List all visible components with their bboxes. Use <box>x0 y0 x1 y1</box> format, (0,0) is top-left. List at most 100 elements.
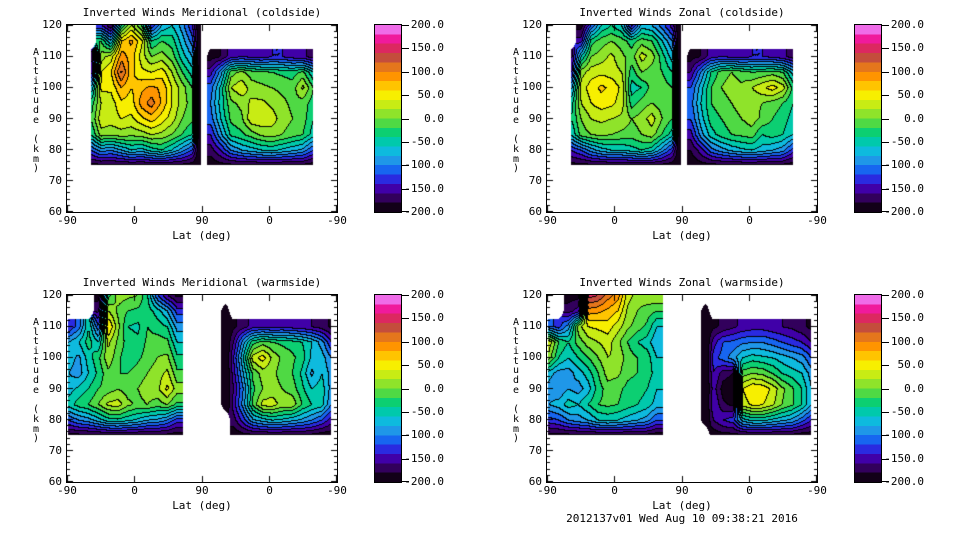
colorbar-tick-label: 100.0 <box>890 64 924 78</box>
colorbar-tick-label: 150.0 <box>410 41 444 55</box>
y-axis-label-char: t <box>32 85 40 97</box>
y-axis-label-char: e <box>32 384 40 396</box>
colorbar-tick-label: -50.0 <box>410 134 444 148</box>
x-tick-label: 0 <box>746 484 753 497</box>
y-axis-label-char: i <box>512 346 520 358</box>
y-tick-label: 60 <box>528 205 542 218</box>
x-tick-label: 0 <box>266 484 273 497</box>
y-axis-label-char: d <box>32 375 40 387</box>
colorbar <box>374 24 402 213</box>
y-tick-label: 120 <box>42 288 62 301</box>
y-axis-label-char: ) <box>512 163 520 175</box>
y-axis-label-char: e <box>32 114 40 126</box>
y-axis-label-char: ) <box>512 433 520 445</box>
contour-canvas <box>67 25 337 212</box>
colorbar-tick <box>882 459 889 460</box>
y-tick-label: 70 <box>528 443 542 457</box>
panel-title: Inverted Winds Zonal (coldside) <box>579 6 785 19</box>
colorbar-tick-label: -50.0 <box>890 134 924 148</box>
colorbar-tick <box>402 119 409 120</box>
colorbar-tick <box>402 211 409 212</box>
x-tick-label: 0 <box>131 484 138 497</box>
y-axis-label-char: A <box>32 317 40 328</box>
y-axis-label-char: A <box>32 47 40 58</box>
colorbar-tick-label: -100.0 <box>404 428 444 442</box>
y-axis-label-char: d <box>32 105 40 117</box>
y-axis-label-char: ) <box>32 163 40 175</box>
y-axis-label-char: A <box>512 317 520 328</box>
x-axis-label: Lat (deg) <box>172 229 232 242</box>
panel-title: Inverted Winds Meridional (coldside) <box>82 6 322 19</box>
y-axis-label-char: k <box>512 143 520 155</box>
y-axis-label-char: ( <box>512 404 520 416</box>
colorbar-tick <box>402 189 409 190</box>
y-tick-label: 60 <box>528 475 542 488</box>
x-tick-label: -90 <box>57 214 77 227</box>
y-tick-label: 80 <box>528 142 542 156</box>
x-tick-label: 90 <box>195 214 209 227</box>
x-tick-label: -90 <box>537 214 557 227</box>
y-axis-label-char: u <box>32 365 40 377</box>
contour-canvas <box>67 295 337 482</box>
y-tick-label: 100 <box>42 350 62 364</box>
colorbar <box>374 294 402 483</box>
contour-plot-area <box>66 24 338 213</box>
y-tick-label: 90 <box>528 381 542 395</box>
y-axis-label-char: k <box>32 143 40 155</box>
x-axis-label: Lat (deg) <box>652 229 712 242</box>
colorbar-tick-label: 0.0 <box>424 381 444 395</box>
contour-plot-area <box>546 24 818 213</box>
panel-title: Inverted Winds Zonal (warmside) <box>579 276 785 289</box>
colorbar-tick-label: 200.0 <box>890 288 924 301</box>
colorbar-tick <box>882 435 889 436</box>
y-tick-label: 70 <box>528 173 542 187</box>
colorbar-tick <box>882 295 889 296</box>
x-tick-label: -90 <box>807 484 827 497</box>
colorbar-tick-label: -150.0 <box>404 451 444 465</box>
y-tick-label: 100 <box>522 350 542 364</box>
colorbar-tick-label: 0.0 <box>424 111 444 125</box>
colorbar-tick <box>882 189 889 190</box>
y-axis-label-char: m <box>512 153 520 165</box>
colorbar-tick-label: -50.0 <box>890 404 924 418</box>
colorbar-tick <box>882 25 889 26</box>
colorbar-tick <box>882 72 889 73</box>
y-axis-label-char: A <box>512 47 520 58</box>
y-tick-label: 90 <box>48 381 62 395</box>
y-axis-label-char: u <box>32 95 40 107</box>
y-tick-label: 120 <box>522 18 542 31</box>
colorbar-tick <box>882 165 889 166</box>
colorbar-tick <box>402 389 409 390</box>
y-axis-label-char: t <box>512 66 520 78</box>
colorbar-tick <box>402 72 409 73</box>
colorbar-tick-label: 150.0 <box>410 311 444 325</box>
colorbar-tick <box>402 318 409 319</box>
colorbar-tick <box>402 295 409 296</box>
colorbar-tick-label: 50.0 <box>417 358 445 372</box>
y-axis-label-char: e <box>512 114 520 126</box>
contour-plot-area <box>66 294 338 483</box>
contour-plot-area <box>546 294 818 483</box>
x-tick-label: -90 <box>57 484 77 497</box>
colorbar-tick <box>882 95 889 96</box>
y-tick-label: 80 <box>528 412 542 426</box>
y-axis-label-char: ( <box>32 404 40 416</box>
contour-canvas <box>547 295 817 482</box>
x-tick-label: 90 <box>675 214 689 227</box>
y-axis-label-char: m <box>512 423 520 435</box>
colorbar-tick <box>882 481 889 482</box>
colorbar-tick <box>402 48 409 49</box>
y-axis-label-char: e <box>512 384 520 396</box>
y-tick-label: 120 <box>42 18 62 31</box>
y-axis-label-char: i <box>32 76 40 88</box>
x-axis-label: Lat (deg) <box>172 499 232 512</box>
y-axis-label-char: u <box>512 365 520 377</box>
y-axis-label-char: i <box>32 346 40 358</box>
y-tick-label: 100 <box>42 80 62 94</box>
